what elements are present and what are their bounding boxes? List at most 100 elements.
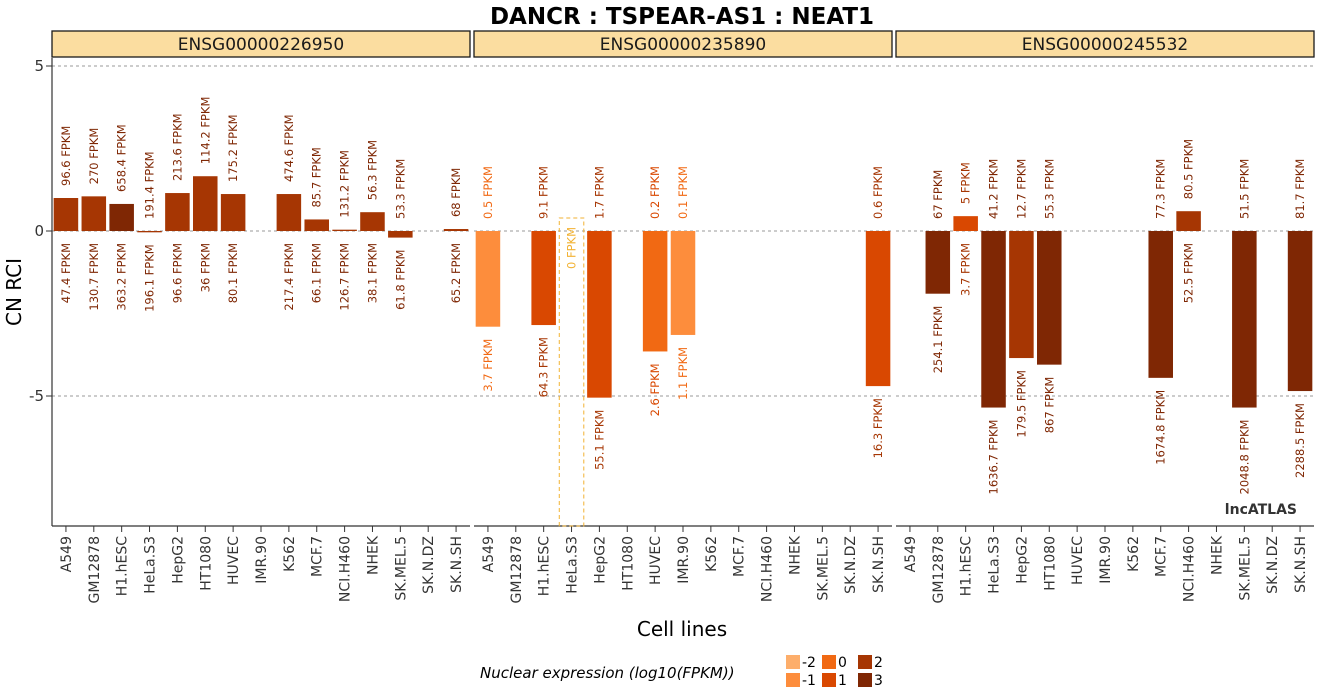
x-tick-label: HT1080 [1042,536,1058,591]
legend-swatch [786,673,800,687]
nuclear-fpkm-label: 51.5 FPKM [1237,159,1251,219]
facet-panels: 5 0 -5 ENSG00000226950 A549 96.6 FPKM 47.4 FPK… [29,30,1315,603]
bar [193,176,218,231]
cytoplasm-fpkm-label: 254.1 FPKM [931,306,945,374]
y-tick-label: 0 [34,222,44,240]
x-tick-label: GM12878 [509,536,525,603]
bar [304,219,329,231]
legend-swatch [786,655,800,669]
x-tick-label: K562 [1126,536,1142,572]
cytoplasm-fpkm-label: 3.7 FPKM [481,339,495,392]
bar [1037,231,1062,365]
cytoplasm-fpkm-label: 96.6 FPKM [170,243,184,303]
bar [642,231,668,352]
legend-label: 0 [838,655,847,671]
bar [388,231,413,238]
legend: Nuclear expression (log10(FPKM)) -2 -1 0 1 2… [480,655,883,689]
cytoplasm-fpkm-label: 2048.8 FPKM [1237,420,1251,495]
nuclear-fpkm-label: 0.1 FPKM [676,166,690,219]
bar [670,231,696,335]
x-tick-label: MCF.7 [732,536,748,577]
cytoplasm-fpkm-label: 196.1 FPKM [143,244,157,312]
x-tick-label: K562 [282,536,298,572]
cytoplasm-fpkm-label: 36 FPKM [198,243,212,292]
x-tick-label: A549 [59,536,75,572]
x-tick-label: HUVEC [226,536,242,585]
bar [109,203,134,231]
x-tick-label: SK.N.SH [871,536,887,593]
bar [443,229,469,231]
x-tick-label: HeLa.S3 [987,536,1003,594]
bar [981,231,1006,408]
nuclear-fpkm-label: 53.3 FPKM [393,159,407,219]
nuclear-fpkm-label: 114.2 FPKM [198,97,212,165]
cytoplasm-fpkm-label: 16.3 FPKM [871,398,885,458]
x-tick-label: MCF.7 [1154,536,1170,577]
cytoplasm-fpkm-label: 61.8 FPKM [393,250,407,310]
cytoplasm-fpkm-label: 1.1 FPKM [676,347,690,400]
panel-3: ENSG00000245532 A549 GM12878 67 FPKM 254.1 F… [895,30,1315,603]
bar [220,194,246,231]
cytoplasm-fpkm-label: 1636.7 FPKM [987,420,1001,495]
cytoplasm-fpkm-label: 126.7 FPKM [338,243,352,311]
x-tick-label: SK.MEL.5 [393,536,409,601]
x-tick-label: H1.hESC [115,536,131,596]
legend-title: Nuclear expression (log10(FPKM)) [480,664,735,682]
cytoplasm-fpkm-label: 2.6 FPKM [648,363,662,416]
panel-2: ENSG00000235890 A549 0.5 FPKM 3.7 FPKM GM128… [473,30,893,603]
nuclear-fpkm-label: 9.1 FPKM [537,166,551,219]
y-tick-label: 5 [34,57,44,75]
nuclear-fpkm-label: 41.2 FPKM [987,159,1001,219]
x-tick-label: SK.N.DZ [421,536,437,594]
nuclear-fpkm-label: 96.6 FPKM [59,126,73,186]
x-tick-label: SK.N.DZ [1265,536,1281,594]
x-tick-label: A549 [903,536,919,572]
nuclear-fpkm-label: 5 FPKM [959,162,973,204]
bar [953,216,978,231]
nuclear-fpkm-label: 175.2 FPKM [226,114,240,182]
bar [137,231,162,233]
nuclear-fpkm-label: 0.6 FPKM [871,166,885,219]
nuclear-fpkm-label: 67 FPKM [931,170,945,219]
x-tick-label: HeLa.S3 [565,536,581,594]
y-tick-label: -5 [29,387,44,405]
cytoplasm-fpkm-label: 55.1 FPKM [592,410,606,470]
facet-strip-label: ENSG00000245532 [1022,35,1188,55]
chart-title: DANCR : TSPEAR-AS1 : NEAT1 [490,4,874,30]
bar [332,229,357,231]
x-tick-label: NCI.H460 [760,536,776,602]
x-tick-label: H1.hESC [537,536,553,596]
x-tick-label: NHEK [787,535,803,575]
cytoplasm-fpkm-label: 65.2 FPKM [449,243,463,303]
y-axis-title: CN RCI [2,258,26,326]
x-tick-label: HUVEC [648,536,664,585]
x-tick-label: HT1080 [198,536,214,591]
cytoplasm-fpkm-label: 3.7 FPKM [959,243,973,296]
nuclear-fpkm-label: 474.6 FPKM [282,114,296,182]
x-tick-label: IMR.90 [1098,536,1114,584]
x-tick-label: MCF.7 [310,536,326,577]
bar [531,231,556,326]
facet-strip-label: ENSG00000226950 [178,35,344,55]
x-tick-label: A549 [481,536,497,572]
legend-swatch [858,655,872,669]
bar [1009,231,1034,359]
legend-label: -2 [802,655,816,671]
x-tick-label: NCI.H460 [1182,536,1198,602]
x-tick-label: SK.N.SH [449,536,465,593]
x-tick-label: SK.MEL.5 [815,536,831,601]
cytoplasm-fpkm-label: 867 FPKM [1042,377,1056,434]
legend-label: 3 [874,673,883,689]
nuclear-fpkm-label: 191.4 FPKM [143,151,157,219]
cytoplasm-fpkm-label: 363.2 FPKM [115,243,129,311]
nuclear-fpkm-label: 131.2 FPKM [338,150,352,218]
cytoplasm-fpkm-label: 66.1 FPKM [310,243,324,303]
bar [587,231,612,398]
x-tick-label: GM12878 [931,536,947,603]
nuclear-fpkm-label: 80.5 FPKM [1182,139,1196,199]
nuclear-fpkm-label: 0.2 FPKM [648,166,662,219]
cytoplasm-fpkm-label: 130.7 FPKM [87,243,101,311]
bar [165,193,190,231]
facet-strip [51,30,471,58]
